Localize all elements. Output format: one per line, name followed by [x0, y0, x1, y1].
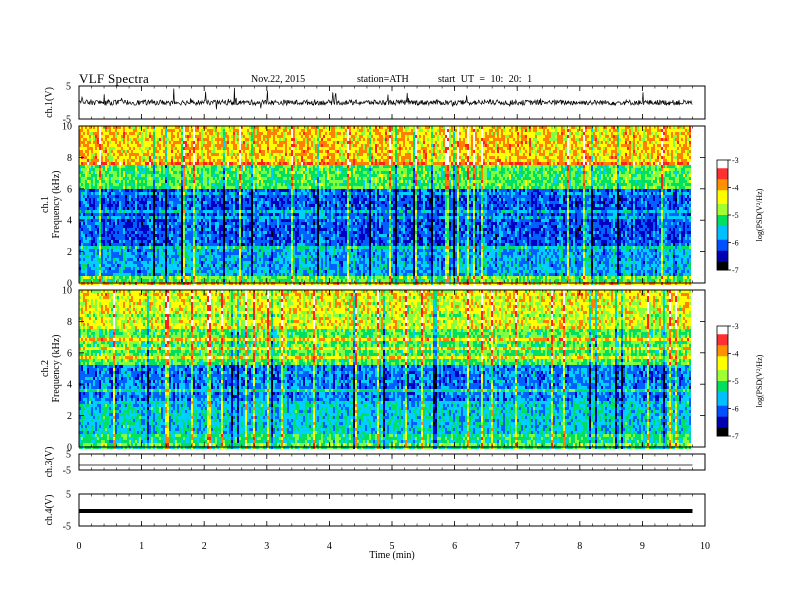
colorbar-label: log(PSD(V²/Hz) — [755, 188, 764, 241]
ytick-label: 0 — [67, 279, 72, 290]
xtick-label: 1 — [139, 541, 144, 552]
ylabel-channel: ch.1 — [40, 196, 51, 213]
spectrogram-ch.1 — [79, 126, 691, 285]
ytick-label: 6 — [67, 184, 72, 195]
ylabel-frequency: Frequency (kHz) — [51, 170, 62, 238]
ytick-label: 4 — [67, 380, 72, 391]
ylabel-waveform: ch.4(V) — [44, 495, 55, 526]
ytick-label: 8 — [67, 317, 72, 328]
colorbar-tick: -3 — [732, 156, 739, 165]
ylabel-channel: ch.2 — [40, 360, 51, 377]
colorbar-tick: -7 — [732, 266, 739, 275]
date-label: Nov.22, 2015 — [251, 74, 305, 85]
station-label: station=ATH — [357, 74, 409, 85]
colorbar-tick: -3 — [732, 322, 739, 331]
ytick-label: 6 — [67, 348, 72, 359]
colorbar-tick: -4 — [732, 184, 739, 193]
ylabel-waveform: ch.3(V) — [44, 447, 55, 478]
ytick-label: 0 — [67, 443, 72, 454]
ytick-label: 2 — [67, 247, 72, 258]
ytick-label: -5 — [63, 115, 71, 126]
xtick-label: 5 — [390, 541, 395, 552]
xtick-label: 0 — [77, 541, 82, 552]
ytick-label: 10 — [62, 122, 72, 133]
ch4-waveform-line — [79, 509, 693, 513]
ylabel-waveform: ch.1(V) — [44, 87, 55, 118]
spectrogram-ch.2 — [79, 290, 691, 449]
colorbar-label: log(PSD(V²/Hz) — [755, 354, 764, 407]
ytick-label: 8 — [67, 153, 72, 164]
ytick-label: 5 — [66, 490, 71, 501]
start-time-label: start UT = 10: 20: 1 — [438, 74, 532, 85]
ytick-label: 5 — [66, 450, 71, 461]
xtick-label: 2 — [202, 541, 207, 552]
ytick-label: -5 — [63, 522, 71, 533]
colorbar-tick: -5 — [732, 377, 739, 386]
colorbar-tick: -7 — [732, 432, 739, 441]
xtick-label: 6 — [452, 541, 457, 552]
xtick-label: 8 — [577, 541, 582, 552]
xaxis-label: Time (min) — [369, 550, 414, 561]
ytick-label: 4 — [67, 216, 72, 227]
xtick-label: 3 — [264, 541, 269, 552]
ytick-label: 5 — [66, 82, 71, 93]
colorbar-2: -3 -4 -5 -6 -7 log(PSD(V²/Hz) — [716, 322, 764, 441]
ytick-label: 2 — [67, 411, 72, 422]
page-title: VLF Spectra — [79, 71, 149, 87]
xtick-label: 7 — [515, 541, 520, 552]
colorbar-tick: -6 — [732, 239, 739, 248]
colorbar-tick: -4 — [732, 350, 739, 359]
ytick-label: 10 — [62, 286, 72, 297]
ytick-label: -5 — [63, 466, 71, 477]
colorbar-1: -3 -4 -5 -6 -7 log(PSD(V²/Hz) — [716, 156, 764, 275]
xtick-label: 10 — [700, 541, 710, 552]
xtick-label: 4 — [327, 541, 332, 552]
ch1-waveform-line — [78, 87, 693, 110]
colorbar-tick: -6 — [732, 405, 739, 414]
ylabel-frequency: Frequency (kHz) — [51, 334, 62, 402]
colorbar-tick: -5 — [732, 211, 739, 220]
xtick-label: 9 — [640, 541, 645, 552]
